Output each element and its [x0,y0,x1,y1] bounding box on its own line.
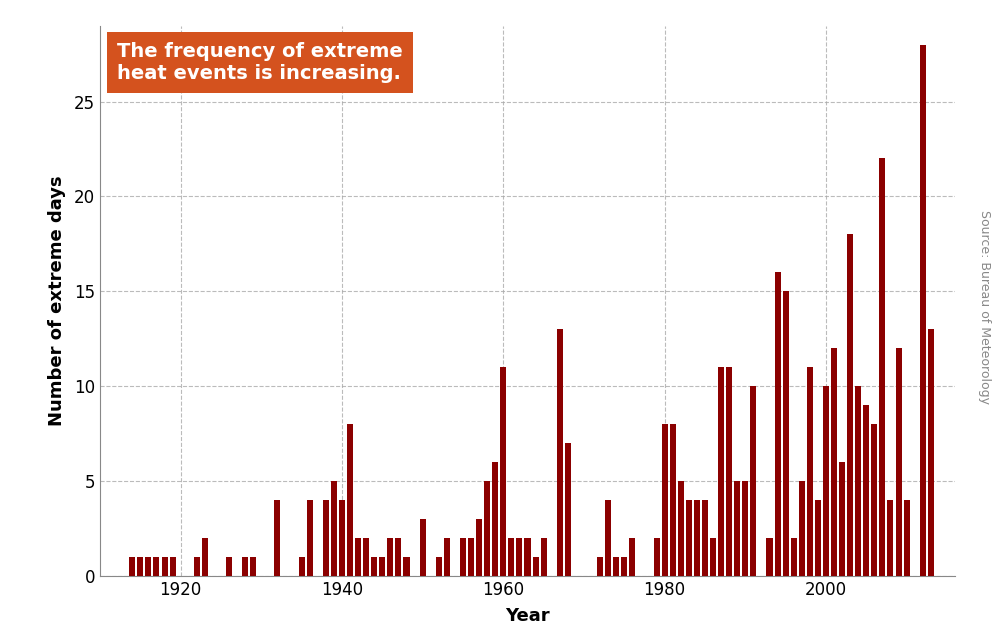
Bar [460,538,466,576]
Bar [597,557,603,576]
Bar [879,159,885,576]
Bar [436,557,442,576]
Bar [807,367,813,576]
Bar [379,557,385,576]
Bar [718,367,724,576]
Bar [153,557,159,576]
Bar [896,348,902,576]
Bar [750,386,756,576]
Bar [129,557,135,576]
Bar [791,538,797,576]
Bar [331,481,337,576]
Bar [678,481,684,576]
Bar [371,557,377,576]
Bar [686,500,692,576]
Bar [863,405,869,576]
Bar [500,367,506,576]
Bar [565,443,571,576]
Bar [670,424,676,576]
Bar [137,557,143,576]
Y-axis label: Number of extreme days: Number of extreme days [48,175,66,426]
Bar [904,500,910,576]
Text: Source: Bureau of Meteorology: Source: Bureau of Meteorology [978,210,992,404]
Bar [524,538,531,576]
Bar [557,329,563,576]
Bar [145,557,151,576]
Bar [395,538,401,576]
Bar [710,538,716,576]
Bar [766,538,773,576]
Bar [694,500,700,576]
Bar [629,538,635,576]
Bar [654,538,660,576]
Bar [871,424,877,576]
Bar [170,557,176,576]
Text: The frequency of extreme
heat events is increasing.: The frequency of extreme heat events is … [117,42,403,83]
Bar [734,481,740,576]
Bar [468,538,474,576]
Bar [250,557,256,576]
Bar [420,519,426,576]
Bar [492,462,498,576]
Bar [387,538,393,576]
Bar [323,500,329,576]
Bar [839,462,845,576]
Bar [307,500,313,576]
Bar [347,424,353,576]
Bar [484,481,490,576]
Bar [355,538,361,576]
Bar [533,557,539,576]
Bar [363,538,369,576]
Bar [162,557,168,576]
Bar [242,557,248,576]
Bar [444,538,450,576]
Bar [339,500,345,576]
Bar [775,273,781,576]
Bar [403,557,410,576]
Bar [516,538,522,576]
Bar [202,538,208,576]
Bar [799,481,805,576]
Bar [476,519,482,576]
Bar [194,557,200,576]
Bar [274,500,280,576]
Bar [541,538,547,576]
Bar [920,45,926,576]
Bar [662,424,668,576]
Bar [783,291,789,576]
Bar [299,557,305,576]
Bar [508,538,514,576]
Bar [702,500,708,576]
Bar [742,481,748,576]
Bar [613,557,619,576]
Bar [928,329,934,576]
Bar [887,500,893,576]
Bar [621,557,627,576]
X-axis label: Year: Year [505,607,550,625]
Bar [726,367,732,576]
Bar [831,348,837,576]
Bar [855,386,861,576]
Bar [847,234,853,576]
Bar [226,557,232,576]
Bar [823,386,829,576]
Bar [605,500,611,576]
Bar [815,500,821,576]
